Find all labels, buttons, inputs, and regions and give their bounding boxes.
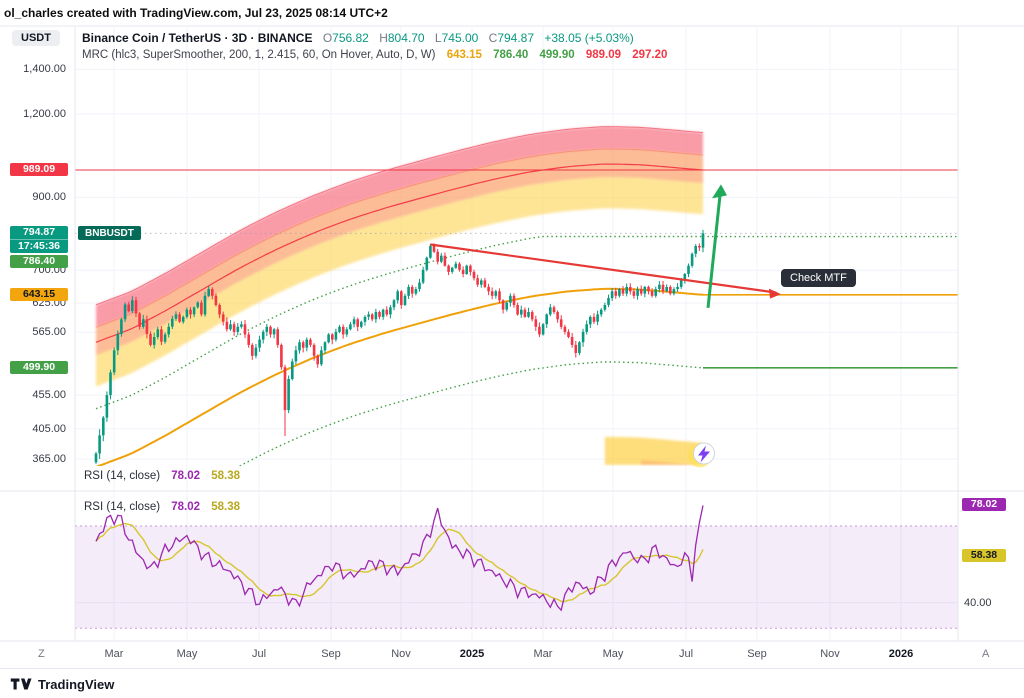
price-tick: 405.00 [32, 423, 66, 435]
price-tick: 565.00 [32, 326, 66, 338]
mrc-lower2-value: 297.20 [632, 49, 668, 61]
currency-toggle-button[interactable]: USDT [12, 30, 60, 46]
time-label-2026: 2026 [888, 648, 914, 660]
symbol-legend[interactable]: Binance Coin / TetherUS · 3D · BINANCE O… [82, 31, 634, 45]
rsi-tick: 40.00 [964, 597, 992, 609]
time-label-Mar: Mar [533, 648, 553, 660]
ohlc-high-key: H [379, 31, 388, 45]
tradingview-logo[interactable]: TradingView [10, 675, 114, 693]
ohlc-close-key: C [488, 31, 498, 45]
time-label-Mar: Mar [104, 648, 124, 660]
price-badge-499.90: 499.90 [10, 361, 68, 374]
up-arrowhead [712, 184, 727, 199]
mrc-upper2-value: 989.09 [585, 49, 622, 61]
time-label-May: May [176, 648, 198, 660]
mrc-mean-value: 643.15 [446, 49, 482, 61]
lightning-icon [698, 445, 710, 463]
rsi-pane [75, 505, 958, 629]
price-badge-786.40: 786.40 [10, 255, 68, 268]
price-badge-794.87: 794.87 17:45:36 [10, 226, 68, 253]
time-label-May: May [602, 648, 624, 660]
rsi-badge-58.38: 58.38 [962, 549, 1006, 562]
rsi-value-2: 78.02 [171, 501, 201, 513]
footer-bar: TradingView [0, 668, 1024, 698]
rsi-line [95, 505, 704, 612]
ohlc-high-value: 804.70 [387, 31, 425, 45]
time-label-2025: 2025 [459, 648, 485, 660]
price-badge-989.09: 989.09 [10, 163, 68, 176]
symbol-price-badge: BNBUSDT [78, 226, 141, 240]
time-label-Jul: Jul [678, 648, 694, 660]
lightning-marker[interactable] [688, 442, 715, 468]
time-label-Sep: Sep [321, 648, 341, 660]
price-tick: 1,200.00 [23, 108, 66, 120]
mrc-upper2-line [95, 163, 704, 343]
rsi-ma-value: 58.38 [211, 470, 241, 482]
rsi-title-2: RSI (14, close) [84, 501, 161, 513]
tradingview-brand-text: TradingView [38, 676, 115, 692]
mrc-lower-band [604, 436, 703, 466]
attribution-text: ol_charles created with TradingView.com,… [4, 6, 388, 20]
price-tick: 900.00 [32, 191, 66, 203]
ohlc-open-value: 756.82 [332, 31, 369, 45]
mrc-mean-line [95, 287, 704, 466]
countdown-timer: 17:45:36 [10, 239, 68, 253]
rsi-title: RSI (14, close) [84, 470, 161, 482]
right-axis-hint: A [982, 648, 990, 660]
trendline-arrowhead [769, 288, 781, 299]
rsi-ma-line [95, 522, 704, 603]
mrc-title: MRC (hlc3, SuperSmoother, 200, 1, 2.415,… [82, 49, 436, 61]
mrc-lower1-value: 499.90 [539, 49, 575, 61]
up-arrow[interactable] [706, 195, 722, 308]
price-tick: 365.00 [32, 453, 66, 465]
mrc-upper1-value: 786.40 [493, 49, 529, 61]
mrc-upper-band [96, 126, 703, 387]
ohlc-open-key: O [322, 31, 333, 45]
ohlc-low-value: 745.00 [441, 31, 479, 45]
time-label-Jul: Jul [251, 648, 267, 660]
mrc-lower1-dotted [238, 361, 704, 466]
mrc-upper1-dotted [95, 235, 703, 410]
time-label-Sep: Sep [747, 648, 767, 660]
rsi-value: 78.02 [171, 470, 201, 482]
grid-layer [75, 27, 958, 641]
timezone-hint: Z [38, 648, 45, 660]
candles-layer [94, 229, 705, 464]
descending-trendline[interactable] [430, 243, 777, 294]
time-label-Nov: Nov [820, 648, 840, 660]
rsi-legend-pane[interactable]: RSI (14, close) 78.02 58.38 [84, 501, 240, 513]
rsi-zone-fill [75, 526, 958, 629]
price-badge-643.15: 643.15 [10, 288, 68, 301]
ohlc-close-value: 794.87 [497, 31, 535, 45]
mrc-indicator-legend[interactable]: MRC (hlc3, SuperSmoother, 200, 1, 2.415,… [82, 49, 667, 61]
price-tick: 455.00 [32, 389, 66, 401]
time-label-Nov: Nov [391, 648, 411, 660]
ohlc-low-key: L [434, 31, 442, 45]
check-mtf-callout[interactable]: Check MTF [781, 269, 856, 287]
tradingview-logo-icon [10, 678, 32, 690]
rsi-legend-collapsed[interactable]: RSI (14, close) 78.02 58.38 [84, 470, 240, 482]
price-tick: 1,400.00 [23, 63, 66, 75]
mrc-band-top-line [95, 126, 704, 306]
rsi-badge-78.02: 78.02 [962, 498, 1006, 511]
price-change: +38.05 (+5.03%) [544, 31, 634, 45]
rsi-ma-value-2: 58.38 [211, 501, 241, 513]
symbol-title: Binance Coin / TetherUS · 3D · BINANCE [82, 31, 313, 45]
